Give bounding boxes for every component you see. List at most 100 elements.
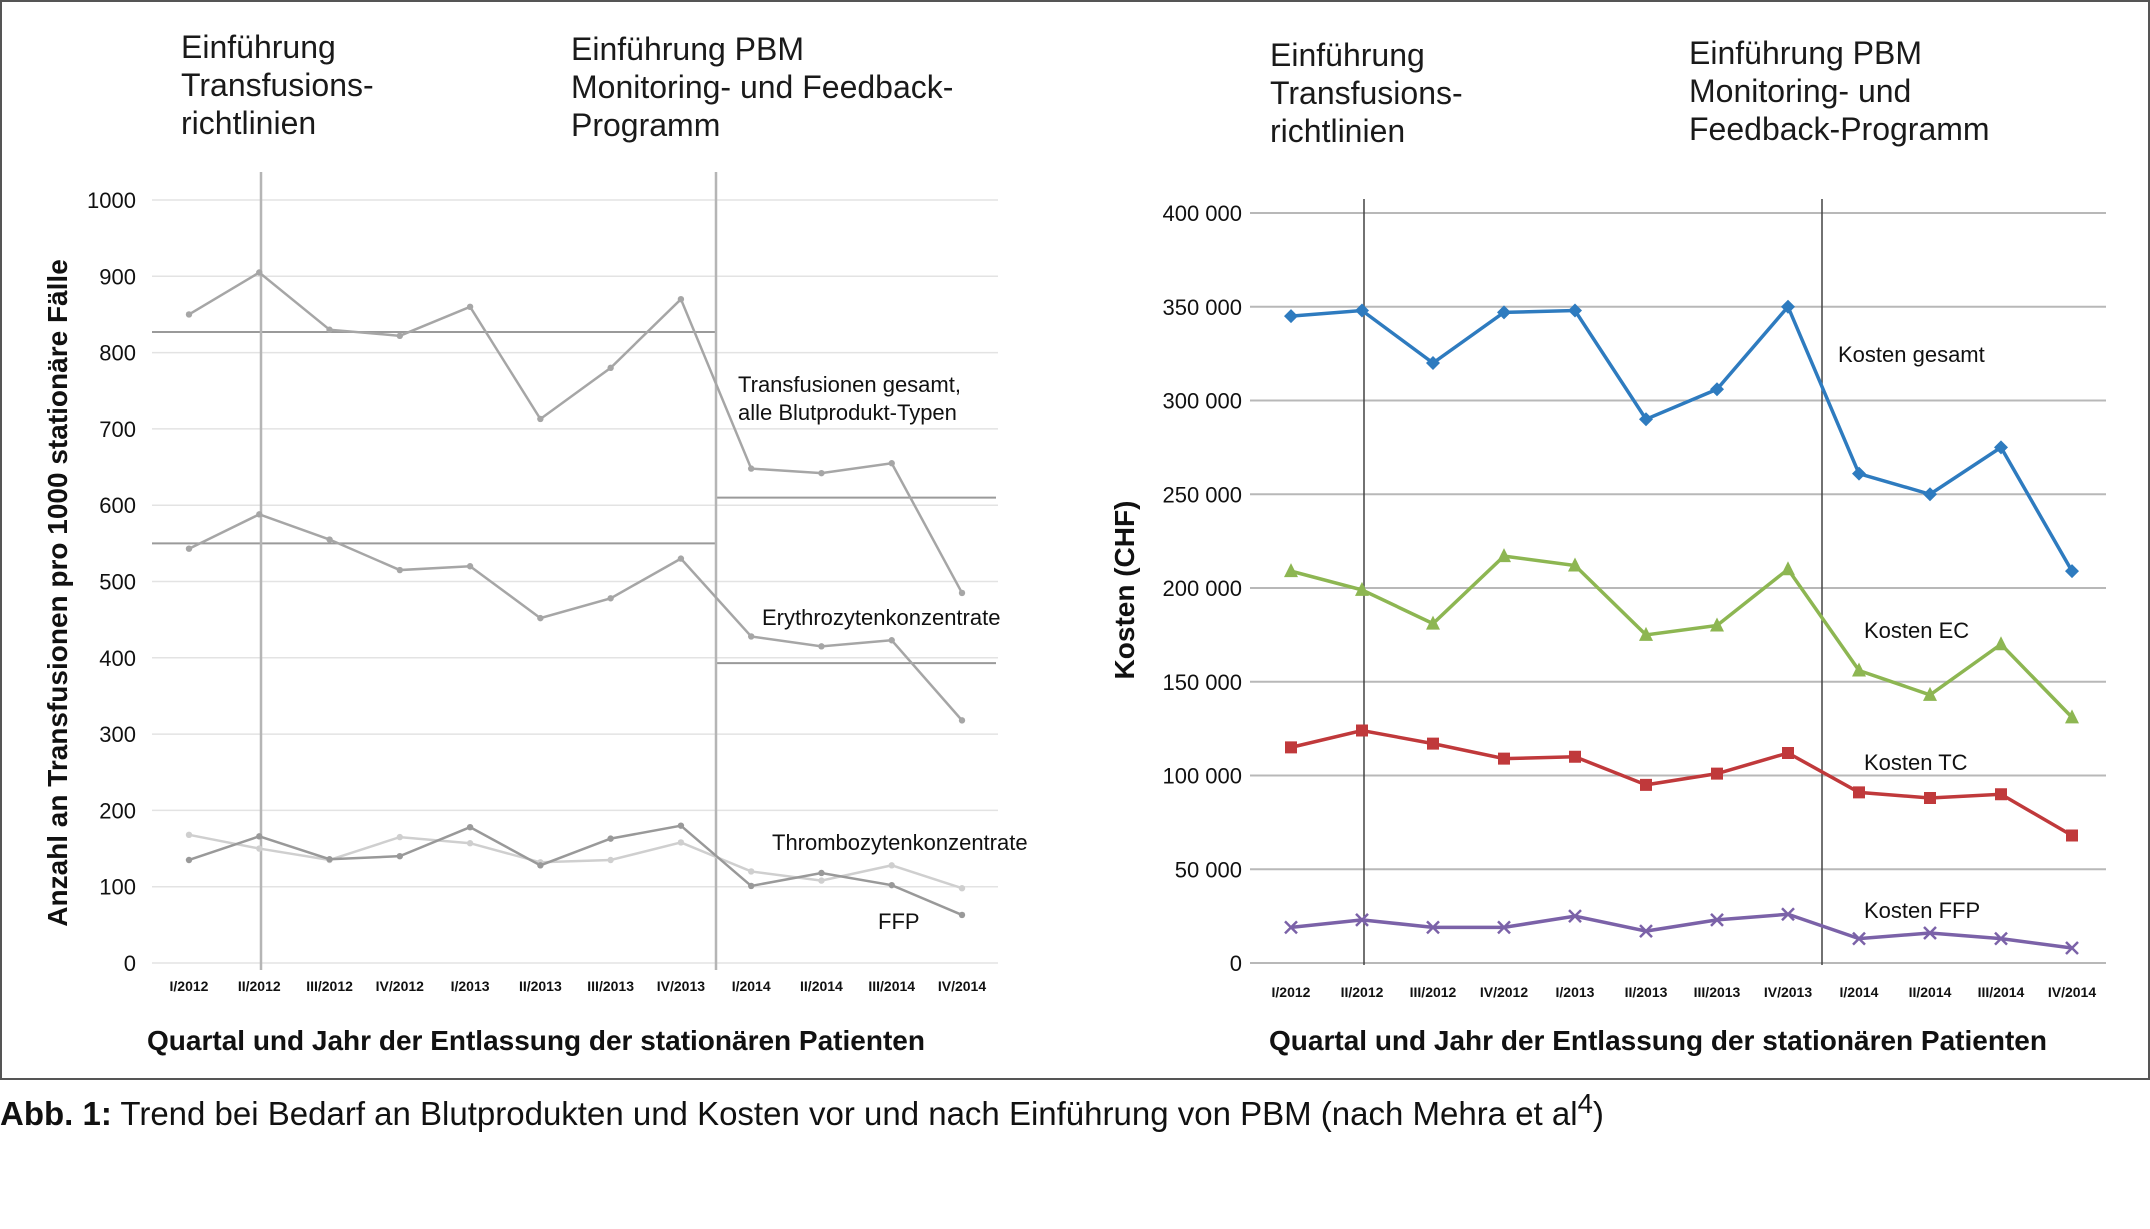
- y-tick-label: 800: [99, 341, 136, 366]
- series-label: Kosten gesamt: [1838, 342, 1985, 367]
- data-point: [2065, 709, 2079, 724]
- data-point: [1711, 767, 1723, 780]
- data-point: [1568, 909, 1582, 924]
- data-point: [256, 845, 263, 852]
- data-point: [1426, 615, 1440, 630]
- data-point: [1710, 617, 1724, 632]
- data-point: [1852, 662, 1866, 677]
- data-point: [607, 835, 614, 842]
- series-line: [188, 824, 963, 917]
- data-point: [396, 566, 404, 574]
- data-point: [466, 823, 474, 831]
- y-tick-label: 0: [1230, 951, 1242, 976]
- x-tick-label: III/2013: [1694, 984, 1741, 1000]
- series-line: [1290, 912, 2073, 950]
- annotation-text: Transfusions-: [181, 67, 374, 103]
- y-tick-label: 300: [99, 722, 136, 747]
- data-point: [1284, 920, 1298, 935]
- annotation-text: Transfusions-: [1270, 75, 1463, 111]
- data-point: [607, 595, 614, 602]
- data-point: [958, 911, 966, 919]
- x-tick-label: IV/2014: [938, 978, 986, 994]
- data-point: [1995, 788, 2007, 801]
- data-point: [326, 856, 333, 863]
- data-point: [747, 882, 755, 890]
- data-point: [2066, 829, 2078, 842]
- data-point: [1426, 356, 1440, 370]
- data-point: [1497, 548, 1511, 563]
- data-point: [2065, 941, 2079, 955]
- x-tick-label: III/2012: [1410, 984, 1457, 1000]
- x-tick-label: I/2013: [451, 978, 490, 994]
- y-tick-label: 300 000: [1162, 389, 1242, 414]
- data-point: [537, 614, 544, 622]
- data-point: [958, 885, 966, 892]
- data-point: [537, 415, 544, 423]
- x-tick-label: II/2012: [1341, 984, 1384, 1000]
- data-point: [677, 555, 685, 562]
- annotation-text: Feedback-Programm: [1689, 111, 1990, 147]
- data-point: [888, 460, 895, 467]
- x-tick-label: II/2013: [1625, 984, 1668, 1000]
- data-point: [818, 643, 825, 650]
- y-tick-label: 1000: [87, 188, 136, 213]
- annotation-text: Einführung PBM: [571, 31, 804, 67]
- data-point: [2065, 564, 2079, 579]
- x-tick-label: I/2014: [1840, 984, 1879, 1000]
- y-tick-label: 50 000: [1175, 857, 1242, 882]
- x-tick-label: II/2014: [800, 978, 843, 994]
- x-tick-label: III/2014: [1978, 984, 2025, 1000]
- data-point: [1427, 737, 1439, 750]
- x-tick-label: I/2012: [1272, 984, 1311, 1000]
- data-point: [1498, 752, 1510, 765]
- data-point: [1639, 626, 1653, 641]
- data-point: [1994, 636, 2008, 651]
- data-point: [1355, 581, 1369, 596]
- data-point: [818, 869, 825, 877]
- data-point: [888, 637, 895, 644]
- series-label: Kosten TC: [1864, 750, 1968, 775]
- data-point: [537, 862, 544, 869]
- annotation-text: Programm: [571, 107, 720, 143]
- data-point: [677, 822, 685, 829]
- series-line: [188, 833, 963, 890]
- x-tick-label: I/2013: [1556, 984, 1595, 1000]
- x-tick-label: II/2014: [1909, 984, 1952, 1000]
- data-point: [1994, 931, 2008, 946]
- caption-label: Abb. 1:: [0, 1095, 112, 1132]
- data-point: [1781, 561, 1795, 576]
- series-line: [1290, 728, 2073, 838]
- y-tick-label: 600: [99, 493, 136, 518]
- x-axis-label: Quartal und Jahr der Entlassung der stat…: [1269, 1025, 2047, 1056]
- y-tick-label: 100: [99, 875, 136, 900]
- series-label: alle Blutprodukt-Typen: [738, 400, 957, 425]
- data-point: [1284, 563, 1298, 578]
- annotation-text: richtlinien: [1270, 113, 1405, 149]
- figure-frame: [0, 0, 2150, 1080]
- figure-caption: Abb. 1: Trend bei Bedarf an Blutprodukte…: [0, 1088, 2150, 1133]
- data-point: [747, 465, 755, 472]
- data-point: [185, 856, 193, 864]
- data-point: [958, 589, 966, 597]
- data-point: [185, 831, 193, 839]
- x-tick-label: II/2012: [238, 978, 281, 994]
- series-label: Kosten FFP: [1864, 898, 1980, 923]
- x-tick-label: IV/2012: [1480, 984, 1528, 1000]
- data-point: [396, 332, 404, 340]
- data-point: [1356, 724, 1368, 737]
- data-point: [326, 326, 333, 333]
- annotation-text: Monitoring- und Feedback-: [571, 69, 953, 105]
- y-tick-label: 400 000: [1162, 201, 1242, 226]
- y-tick-label: 250 000: [1162, 482, 1242, 507]
- annotation-text: richtlinien: [181, 105, 316, 141]
- data-point: [1285, 741, 1297, 754]
- data-point: [1710, 382, 1724, 397]
- data-point: [1568, 557, 1582, 572]
- data-point: [326, 536, 333, 543]
- data-point: [1923, 487, 1937, 502]
- series-label: Transfusionen gesamt,: [738, 372, 961, 397]
- data-point: [1852, 931, 1866, 946]
- data-point: [1497, 305, 1511, 320]
- caption-closing: ): [1592, 1095, 1604, 1132]
